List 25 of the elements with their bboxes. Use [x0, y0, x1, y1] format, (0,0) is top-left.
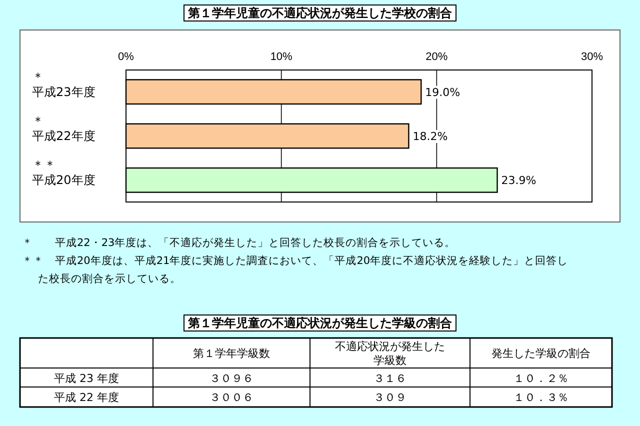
- y-tick-label: ＊平成23年度: [32, 70, 96, 99]
- y-tick-label: ＊＊平成20年度: [32, 158, 96, 188]
- data-label: 19.0%: [425, 86, 460, 99]
- data-label: ３０９６: [210, 372, 254, 385]
- x-tick-label: 30%: [580, 51, 604, 63]
- x-tick-label: 10%: [270, 51, 293, 63]
- category-label: 平成 23 年度: [54, 372, 119, 385]
- data-label: ３００６: [210, 391, 254, 404]
- data-label: １０．２％: [514, 372, 568, 385]
- category-label: 平成 22 年度: [54, 391, 119, 404]
- data-label: ３１６: [374, 372, 406, 385]
- text: 不適応状況が発生した学級数: [335, 340, 445, 367]
- data-label: 18.2%: [412, 130, 448, 143]
- chart-title: 第１学年児童の不適応状況が発生した学校の割合: [187, 6, 453, 20]
- x-tick-label: 0%: [118, 51, 134, 63]
- y-tick-label: ＊平成22年度: [32, 114, 96, 143]
- text: 第１学年児童の不適応状況が発生した学級の割合: [187, 316, 453, 330]
- x-tick-label: 20%: [426, 51, 448, 63]
- series-label: 第１学年学級数: [193, 347, 270, 360]
- text: ＊ 平成22・23年度は、「不適応が発生した」と回答した校長の割合を示している。: [22, 236, 456, 249]
- text: ＊＊ 平成20年度は、平成21年度に実施した調査において、「平成20年度に不適応状況を経験した」と回答した校長の割合を示している。: [22, 254, 568, 285]
- text: 発生した学級の割合: [492, 347, 590, 360]
- data-label: １０．３％: [514, 391, 568, 404]
- data-label: 23.9%: [501, 174, 536, 188]
- data-label: ３０９: [374, 391, 406, 404]
